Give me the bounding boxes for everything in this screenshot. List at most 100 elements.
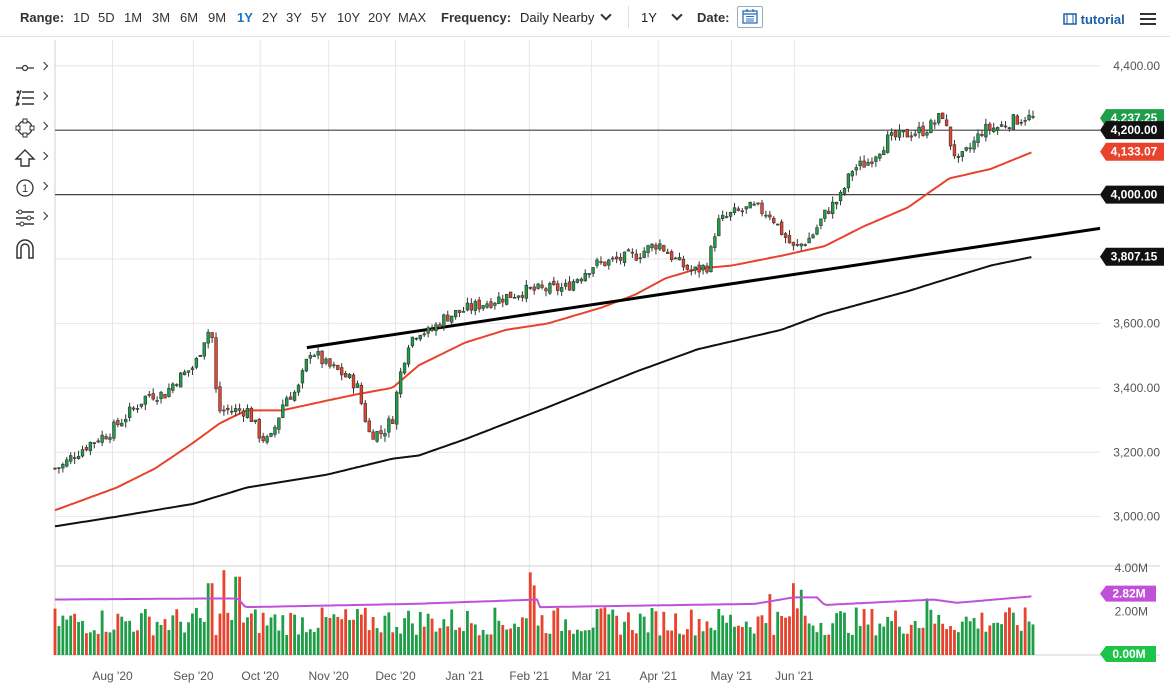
volume-bar — [324, 617, 328, 655]
candle-up — [1031, 116, 1035, 118]
range-button-1y[interactable]: 1Y — [237, 10, 253, 25]
candle-up — [650, 243, 654, 249]
volume-bar — [426, 613, 430, 655]
volume-bar — [159, 624, 163, 655]
arrow-tool[interactable] — [10, 146, 50, 170]
candle-up — [442, 314, 446, 327]
candle-up — [300, 370, 305, 384]
volume-bar — [414, 634, 418, 655]
volume-bar — [858, 626, 862, 655]
candle-down — [940, 112, 945, 119]
volume-bar — [387, 612, 391, 655]
volume-bar — [210, 583, 214, 655]
price-tick-label: 4,400.00 — [1113, 59, 1160, 73]
range-button-1m[interactable]: 1M — [124, 10, 143, 25]
candle-up — [88, 441, 93, 452]
volume-bar — [579, 631, 583, 655]
volume-bar — [454, 629, 458, 655]
range-button-max[interactable]: MAX — [398, 10, 427, 25]
price-marker-label: 3,807.15 — [1111, 250, 1158, 264]
volume-bar — [607, 614, 611, 655]
volume-bar — [862, 609, 866, 655]
range-button-3m[interactable]: 3M — [152, 10, 171, 25]
volume-bar — [1011, 612, 1015, 655]
volume-bar — [253, 609, 257, 655]
candle-up — [646, 245, 650, 253]
candle-down — [795, 244, 800, 246]
candle-down — [226, 407, 230, 411]
volume-bar — [764, 623, 768, 655]
period-select[interactable]: 1Y — [641, 9, 683, 25]
candle-up — [76, 455, 81, 459]
frequency-select[interactable]: Daily Nearby — [520, 9, 613, 25]
candle-up — [874, 156, 878, 162]
candle-down — [520, 295, 525, 298]
magnet-icon — [16, 239, 34, 259]
calendar-button[interactable] — [737, 6, 763, 28]
candle-up — [57, 467, 61, 469]
candle-up — [956, 156, 961, 158]
range-button-10y[interactable]: 10Y — [337, 10, 361, 25]
price-marker — [1100, 185, 1164, 204]
volume-bar — [634, 633, 638, 655]
divider — [628, 6, 629, 28]
candle-up — [831, 201, 835, 214]
range-button-6m[interactable]: 6M — [180, 10, 199, 25]
range-button-5d[interactable]: 5D — [98, 10, 115, 25]
volume-bar — [411, 623, 414, 655]
candle-up — [182, 371, 187, 376]
candle-up — [481, 305, 485, 309]
candle-up — [925, 132, 929, 136]
candle-up — [159, 391, 163, 400]
volume-bar — [399, 633, 403, 655]
candle-down — [791, 241, 796, 246]
candle-up — [505, 293, 509, 305]
volume-bar — [481, 629, 485, 655]
volume-bar — [304, 632, 308, 655]
volume-bar — [509, 628, 513, 655]
volume-bars — [53, 570, 1035, 655]
crosshair-tool[interactable] — [10, 56, 50, 80]
volume-bar — [265, 625, 269, 655]
magnet-tool[interactable] — [10, 236, 50, 260]
volume-bar — [689, 609, 693, 655]
candle-down — [556, 283, 560, 291]
candle-up — [728, 211, 733, 217]
candle-up — [202, 342, 206, 357]
candle-down — [779, 221, 784, 235]
candle-down — [210, 332, 214, 338]
volume-bar — [293, 614, 297, 655]
range-button-9m[interactable]: 9M — [208, 10, 227, 25]
volume-bar — [737, 625, 740, 655]
candle-up — [312, 355, 316, 357]
volume-bar — [831, 623, 835, 655]
shape-tools[interactable] — [10, 116, 50, 140]
line-tools[interactable] — [10, 86, 50, 110]
annotation-tool[interactable]: 1 — [10, 176, 50, 200]
volume-bar — [191, 613, 194, 655]
range-button-2y[interactable]: 2Y — [262, 10, 278, 25]
time-tick-label: Jun '21 — [775, 669, 814, 683]
volume-bar — [73, 613, 77, 655]
volume-bar — [729, 614, 732, 655]
tutorial-link[interactable]: tutorial — [1063, 12, 1125, 27]
volume-bar — [183, 632, 187, 655]
candle-up — [850, 171, 855, 177]
candle-down — [681, 258, 686, 268]
candle-up — [316, 351, 320, 356]
volume-bar — [348, 620, 351, 655]
candle-down — [630, 251, 635, 254]
menu-button[interactable] — [1140, 13, 1156, 28]
range-button-5y[interactable]: 5Y — [311, 10, 327, 25]
volume-bar — [603, 607, 607, 655]
range-button-20y[interactable]: 20Y — [368, 10, 392, 25]
time-tick-label: Feb '21 — [509, 669, 549, 683]
range-button-3y[interactable]: 3Y — [286, 10, 302, 25]
range-button-1d[interactable]: 1D — [73, 10, 90, 25]
time-tick-label: Jan '21 — [446, 669, 485, 683]
candle-down — [446, 314, 450, 322]
fibonacci-tool[interactable] — [10, 206, 50, 230]
candle-down — [237, 408, 242, 411]
candle-down — [905, 129, 909, 138]
